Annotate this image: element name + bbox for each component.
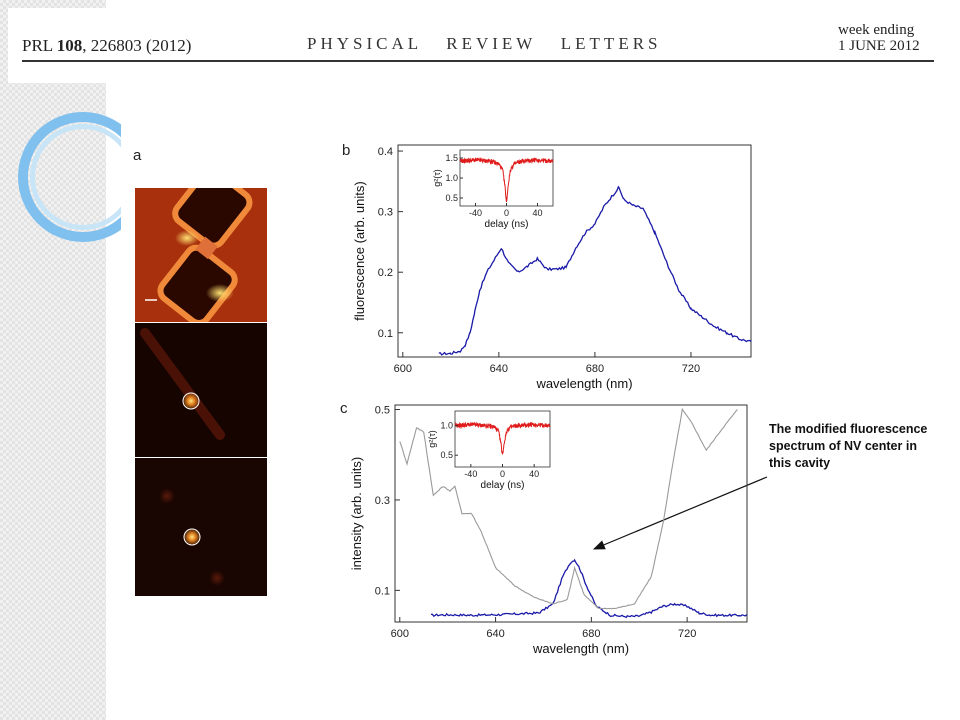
chart-b-x-tick-label: 600 (394, 363, 412, 375)
chart-c-inset-x-axis-label: delay (ns) (481, 480, 525, 491)
chart-b-x-tick-label: 640 (490, 363, 508, 375)
decorative-ring-inner (30, 124, 121, 230)
chart-b-inset-x-tick-label: 40 (532, 208, 542, 218)
chart-c-y-axis-label: intensity (arb. units) (349, 457, 364, 570)
fluorescence-image-2-graphic (135, 458, 267, 596)
chart-b-y-tick-label: 0.4 (378, 146, 393, 158)
header-rule (22, 60, 934, 62)
chart-b-inset-y-tick-label: 0.5 (445, 193, 458, 203)
chart-b-y-tick-label: 0.2 (378, 267, 393, 279)
journal-header (8, 8, 950, 83)
chart-b-inset-x-axis-label: delay (ns) (485, 219, 529, 230)
chart-b-plot-frame (397, 144, 752, 358)
chart-b-inset-x-tick-label: -40 (469, 208, 482, 218)
chart-b-x-axis-label: wavelength (nm) (535, 376, 632, 391)
annotation-line-3: this cavity (769, 456, 831, 470)
fluorescence-image-1-graphic (135, 323, 267, 457)
chart-c-inset-y-axis-label: g²(τ) (427, 430, 437, 448)
microscope-image-fluorescence-1 (135, 323, 267, 457)
chart-b-x-tick-label: 720 (682, 363, 700, 375)
week-ending-label: week ending (838, 22, 915, 38)
cavity-image-graphic (135, 188, 267, 322)
panel-c-label: c (340, 400, 348, 417)
chart-b-inset-y-tick-label: 1.0 (445, 173, 458, 183)
chart-b-y-axis-label: fluorescence (arb. units) (352, 181, 367, 320)
chart-c-inset-y-tick-label: 0.5 (440, 450, 453, 460)
chart-b-inset-series-line (459, 156, 554, 202)
chart-b-inset-y-axis-label: g²(τ) (432, 169, 442, 187)
chart-b-y-tick-label: 0.1 (378, 328, 393, 340)
chart-c-inset-frame (454, 410, 551, 468)
chart-c-inset-y-tick-label: 1.0 (440, 421, 453, 431)
journal-prefix: PRL (22, 36, 53, 55)
microscope-image-fluorescence-2 (135, 458, 267, 596)
chart-c-inset-x-tick-label: 40 (529, 469, 539, 479)
chart-c-x-tick-label: 600 (391, 628, 409, 640)
chart-c-x-axis-label: wavelength (nm) (532, 641, 629, 656)
issue-date-value: 1 JUNE 2012 (838, 38, 920, 54)
chart-c-y-tick-label: 0.1 (375, 585, 390, 597)
chart-c-y-tick-label: 0.3 (375, 495, 390, 507)
chart-c-series-line-2 (399, 407, 738, 610)
chart-c-x-tick-label: 720 (678, 628, 696, 640)
chart-c-inset-x-tick-label: 0 (500, 469, 505, 479)
microscope-image-cavity (135, 188, 267, 322)
chart-b-series-line-1 (438, 185, 752, 356)
decorative-ring (18, 112, 121, 242)
chart-b-x-tick-label: 680 (586, 363, 604, 375)
chart-c-series-line-1 (430, 558, 748, 619)
journal-name: PHYSICAL REVIEW LETTERS (307, 34, 662, 53)
chart-c-x-tick-label: 680 (582, 628, 600, 640)
chart-c-y-tick-label: 0.5 (375, 405, 390, 417)
chart-b-y-tick-label: 0.3 (378, 207, 393, 219)
annotation-text: The modified fluorescence spectrum of NV… (769, 421, 959, 472)
issue-date: week ending 1 JUNE 2012 (838, 22, 920, 54)
journal-citation: PRL 108, 226803 (2012) (22, 36, 191, 56)
chart-b-inset-y-tick-label: 1.5 (445, 153, 458, 163)
panel-b-label: b (342, 142, 351, 159)
chart-b-inset-x-tick-label: 0 (504, 208, 509, 218)
annotation-arrow (592, 476, 768, 550)
journal-article-year: , 226803 (2012) (82, 36, 192, 55)
annotation-line-1: The modified fluorescence (769, 422, 928, 436)
chart-c-plot-frame (394, 404, 748, 623)
journal-volume: 108 (56, 36, 83, 55)
annotation-line-2: spectrum of NV center in (769, 439, 917, 453)
chart-c-x-tick-label: 640 (486, 628, 504, 640)
chart-c-inset-x-tick-label: -40 (464, 469, 477, 479)
panel-a-label: a (133, 147, 142, 164)
chart-c-inset-series-line (454, 421, 551, 455)
